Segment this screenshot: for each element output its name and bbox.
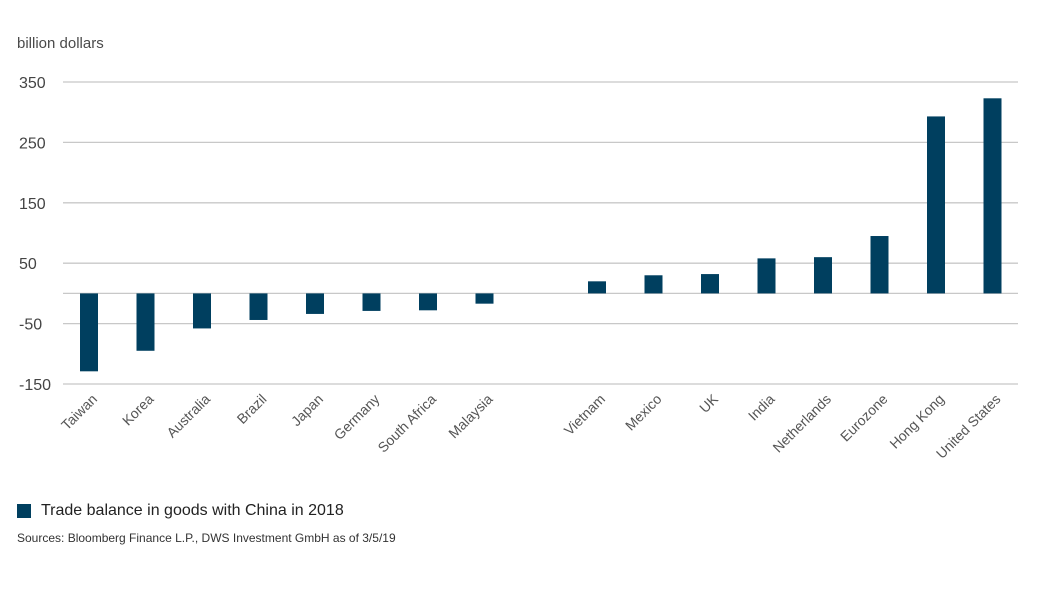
x-category-label: Japan: [288, 391, 326, 429]
bar: [306, 293, 324, 314]
bar: [757, 258, 776, 294]
x-category-label: Mexico: [622, 391, 665, 434]
bar: [249, 293, 268, 320]
x-category-label: India: [745, 391, 778, 424]
y-tick-label: 150: [19, 196, 46, 213]
x-category-label: UK: [696, 390, 722, 416]
x-category-label: Australia: [163, 391, 213, 441]
bar: [983, 98, 1002, 294]
bar: [419, 293, 437, 311]
bar: [644, 275, 663, 294]
bar: [870, 236, 889, 294]
x-category-label: South Africa: [374, 391, 439, 456]
bar-chart: 350 250 150 50 -50 -150 Taiwan Korea Australia Br…: [19, 75, 1018, 462]
x-category-label: Vietnam: [561, 391, 608, 438]
y-tick-label: 50: [19, 256, 37, 273]
legend-swatch: [17, 504, 31, 518]
bar: [362, 293, 381, 311]
bar: [475, 293, 494, 304]
y-tick-label: -150: [19, 377, 51, 394]
y-tick-label: -50: [19, 317, 42, 334]
y-tick-label: 350: [19, 75, 46, 92]
x-category-label: Netherlands: [769, 391, 834, 456]
x-category-label: Brazil: [234, 391, 270, 427]
legend-label: Trade balance in goods with China in 201…: [41, 502, 344, 519]
x-category-label: Taiwan: [58, 391, 100, 433]
x-category-label: Hong Kong: [886, 391, 947, 452]
x-category-label: Malaysia: [445, 391, 496, 442]
bar: [927, 116, 945, 294]
x-category-label: Eurozone: [837, 391, 891, 445]
bar: [701, 274, 719, 294]
bar: [80, 293, 98, 372]
bar: [193, 293, 211, 329]
y-tick-label: 250: [19, 135, 46, 152]
bar: [136, 293, 155, 351]
bar: [814, 257, 832, 294]
x-category-label: Korea: [119, 391, 157, 429]
bar: [588, 281, 606, 294]
legend: Trade balance in goods with China in 201…: [17, 502, 344, 520]
source-note: Sources: Bloomberg Finance L.P., DWS Inv…: [17, 531, 396, 545]
x-category-label: Germany: [331, 391, 383, 443]
y-axis-unit-label: billion dollars: [17, 35, 104, 52]
